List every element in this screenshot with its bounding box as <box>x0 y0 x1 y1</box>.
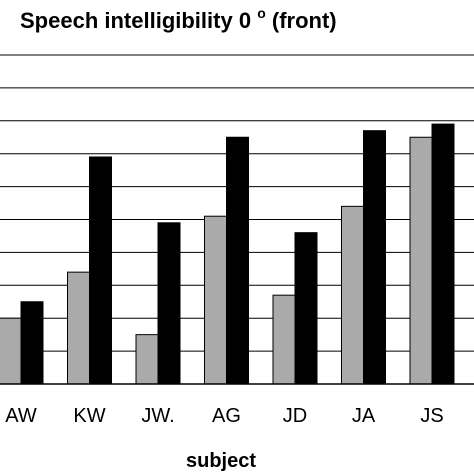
bar-series-1 <box>67 271 90 385</box>
chart-title-main: Speech intelligibility 0 <box>20 8 251 33</box>
bar-series-2 <box>89 156 112 385</box>
bar-series-2 <box>226 136 249 385</box>
x-tick-label: JS <box>420 405 443 427</box>
x-tick-label: JA <box>352 405 376 427</box>
bar-series-2 <box>157 222 181 385</box>
chart-title: Speech intelligibility 0 o (front) <box>20 0 337 33</box>
bar-series-2 <box>294 232 318 385</box>
x-tick-label: AG <box>212 405 241 427</box>
bar-series-1 <box>409 136 433 385</box>
bar-series-1 <box>341 205 364 385</box>
bar-series-1 <box>204 215 227 385</box>
bar-series-2 <box>20 301 44 385</box>
bar-series-2 <box>431 123 455 385</box>
bars-group <box>0 123 455 385</box>
bar-series-1 <box>272 294 296 385</box>
x-axis-label: subject <box>186 450 256 472</box>
x-tick-label: JD <box>283 405 307 427</box>
chart-title-superscript: o <box>257 5 266 21</box>
bar-series-2 <box>363 130 386 385</box>
x-tick-label: AW <box>5 405 37 427</box>
x-tick-label: JW. <box>141 405 174 427</box>
bar-series-1 <box>0 317 22 385</box>
x-tick-labels: AW KW JW. AG JD JA JS <box>5 405 443 427</box>
x-tick-label: KW <box>73 405 105 427</box>
bar-series-1 <box>135 334 159 385</box>
chart-title-suffix: (front) <box>272 8 337 33</box>
